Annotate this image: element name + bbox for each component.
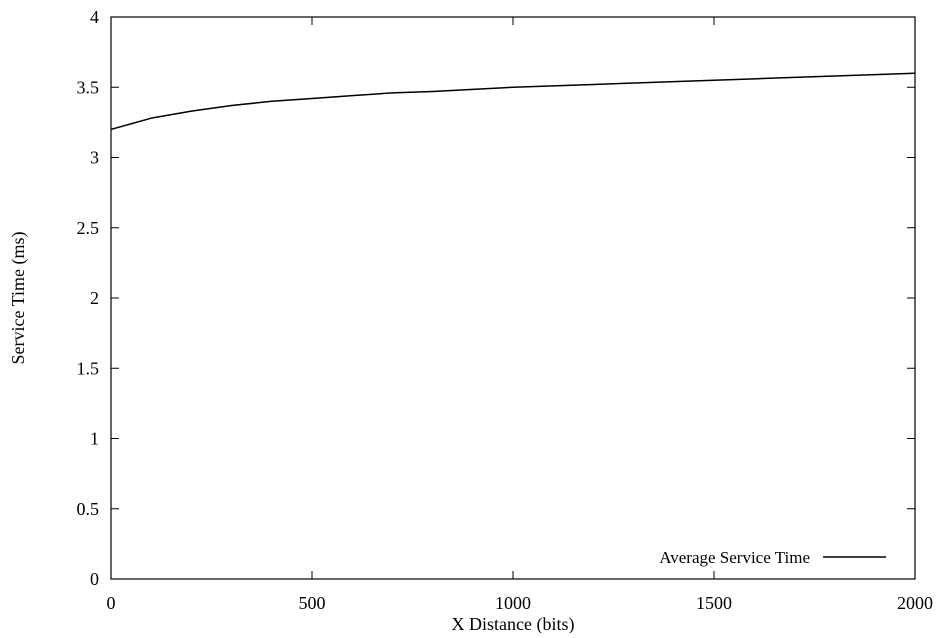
x-tick-label: 2000 [897, 593, 933, 613]
tick-layer: 0 500 1000 1500 2000 0 0.5 1 1.5 2 2.5 3 3.5 4 [77, 7, 934, 613]
y-tick-label: 2.5 [77, 218, 100, 238]
y-tick-label: 3 [90, 148, 99, 168]
series-layer [110, 72, 916, 131]
legend-label: Average Service Time [659, 548, 810, 567]
legend: Average Service Time [659, 548, 886, 567]
x-tick-label: 500 [299, 593, 326, 613]
x-tick-label: 1500 [696, 593, 732, 613]
y-tick-label: 4 [90, 7, 99, 27]
series-line [110, 72, 916, 131]
y-axis-label: Service Time (ms) [8, 231, 29, 364]
y-tick-label: 0.5 [77, 499, 100, 519]
x-tick-label: 1000 [495, 593, 531, 613]
y-tick-label: 1.5 [77, 358, 100, 378]
plot-frame [110, 16, 916, 580]
y-tick-label: 3.5 [77, 77, 100, 97]
y-tick-label: 0 [90, 569, 99, 589]
y-tick-label: 2 [90, 288, 99, 308]
x-tick-label: 0 [107, 593, 116, 613]
y-tick-label: 1 [90, 429, 99, 449]
x-axis-label: X Distance (bits) [452, 614, 575, 633]
